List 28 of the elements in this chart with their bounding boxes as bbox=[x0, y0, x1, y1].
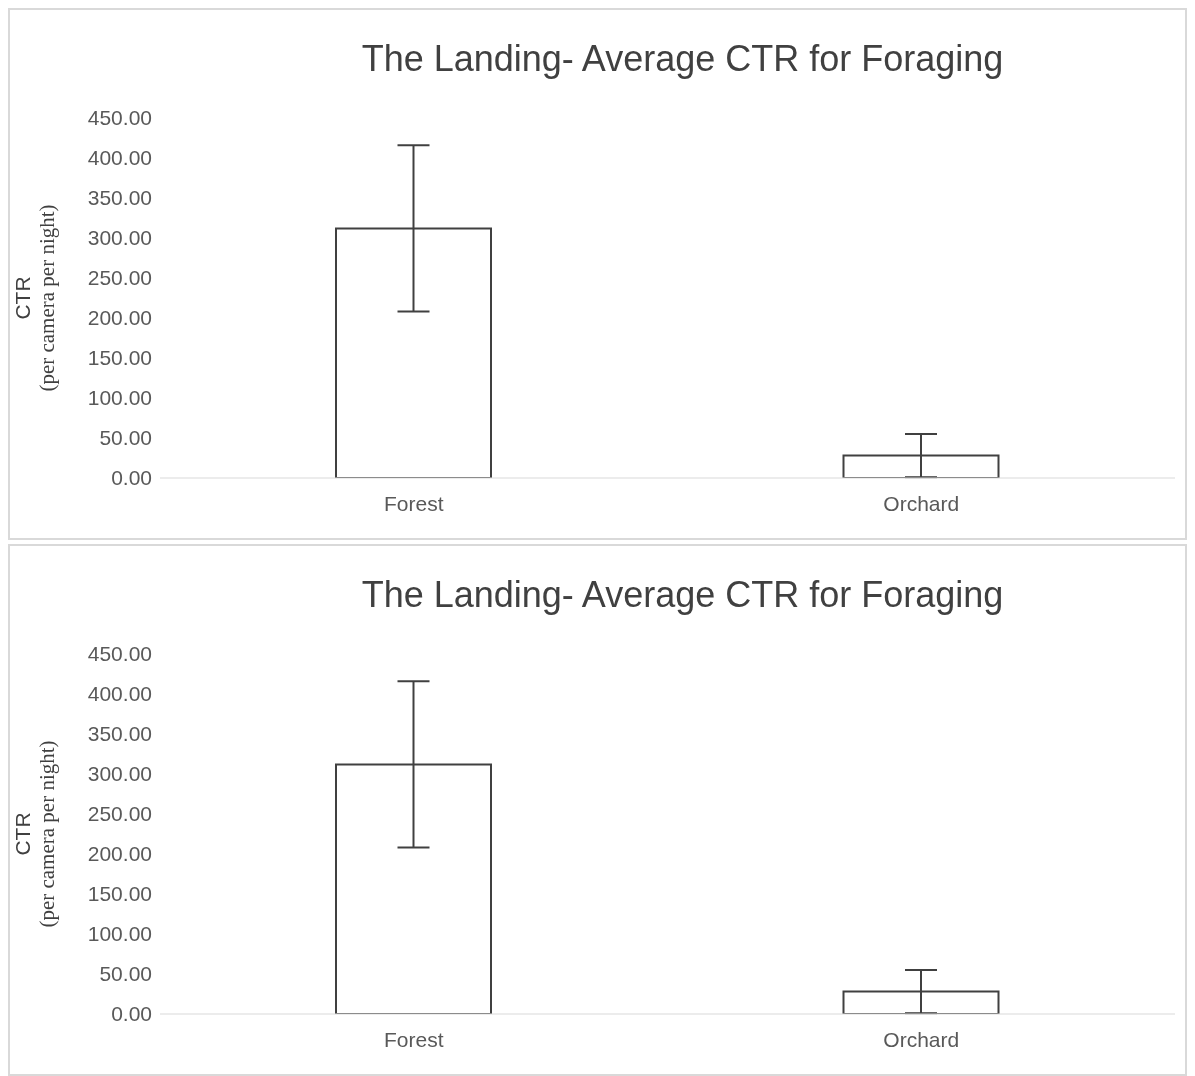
chart-title: The Landing- Average CTR for Foraging bbox=[360, 573, 1005, 617]
y-tick-label: 100.00 bbox=[87, 386, 152, 410]
y-axis-title: CTR (per camera per night) bbox=[11, 740, 59, 928]
y-tick-label: 200.00 bbox=[87, 842, 152, 866]
y-tick-label: 300.00 bbox=[87, 226, 152, 250]
y-tick-label: 150.00 bbox=[87, 346, 152, 370]
y-tick-label: 450.00 bbox=[87, 106, 152, 130]
y-tick-label: 100.00 bbox=[87, 922, 152, 946]
y-tick-label: 250.00 bbox=[87, 802, 152, 826]
y-tick-label: 250.00 bbox=[87, 266, 152, 290]
y-tick-label: 50.00 bbox=[99, 426, 152, 450]
y-tick-label: 50.00 bbox=[99, 962, 152, 986]
chart-title: The Landing- Average CTR for Foraging bbox=[360, 37, 1005, 81]
y-tick-label: 0.00 bbox=[111, 466, 152, 490]
y-tick-label: 350.00 bbox=[87, 186, 152, 210]
y-tick-label: 350.00 bbox=[87, 722, 152, 746]
x-tick-label: Orchard bbox=[883, 491, 960, 515]
x-tick-label: Forest bbox=[383, 491, 444, 515]
y-tick-label: 400.00 bbox=[87, 146, 152, 170]
x-tick-label: Forest bbox=[383, 1027, 444, 1051]
y-tick-label: 300.00 bbox=[87, 762, 152, 786]
y-tick-label: 450.00 bbox=[87, 642, 152, 666]
x-tick-label: Orchard bbox=[883, 1027, 960, 1051]
y-tick-label: 0.00 bbox=[111, 1002, 152, 1026]
y-axis-title: CTR (per camera per night) bbox=[11, 204, 59, 392]
y-tick-label: 200.00 bbox=[87, 306, 152, 330]
y-tick-label: 400.00 bbox=[87, 682, 152, 706]
y-tick-label: 150.00 bbox=[87, 882, 152, 906]
